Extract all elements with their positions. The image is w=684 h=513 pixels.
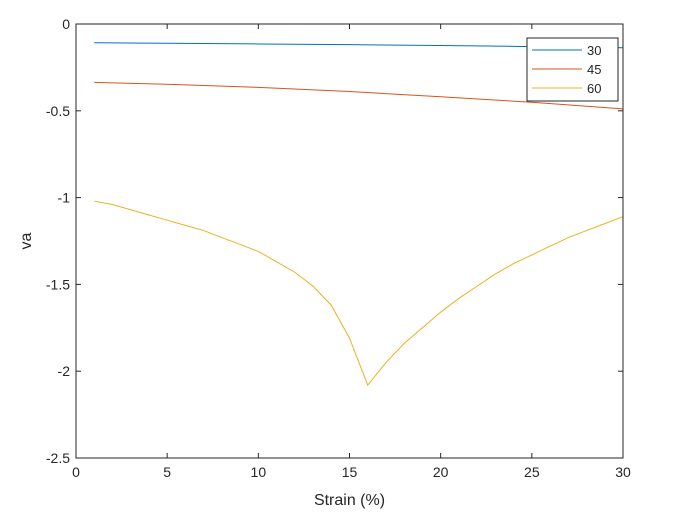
y-tick-label: 0	[62, 16, 70, 32]
legend-label-45: 45	[587, 62, 601, 77]
y-tick-label: -2	[58, 363, 71, 379]
x-axis-label: Strain (%)	[314, 492, 385, 509]
y-tick-label: -0.5	[46, 103, 70, 119]
series-line-60	[94, 200, 624, 387]
y-tick-label: -1.5	[46, 276, 70, 292]
x-tick-label: 30	[615, 464, 631, 480]
x-tick-label: 25	[524, 464, 540, 480]
legend-label-30: 30	[587, 43, 601, 58]
axes-layer: 0 5 10 15 20 25 30 0 -0.5 -1 -1.5 -2 -2.5	[46, 16, 631, 480]
x-tick-label: 5	[163, 464, 171, 480]
labels-layer: Strain (%) va	[18, 232, 385, 509]
legend: 30 45 60	[526, 37, 619, 102]
legend-label-60: 60	[587, 81, 601, 96]
y-axis-label: va	[18, 232, 35, 249]
series-line-45	[94, 81, 624, 110]
x-tick-label: 20	[433, 464, 449, 480]
x-tick-label: 10	[251, 464, 267, 480]
x-tick-label: 15	[342, 464, 358, 480]
y-tick-label: -1	[58, 190, 71, 206]
x-tick-label: 0	[72, 464, 80, 480]
y-tick-label: -2.5	[46, 450, 70, 466]
